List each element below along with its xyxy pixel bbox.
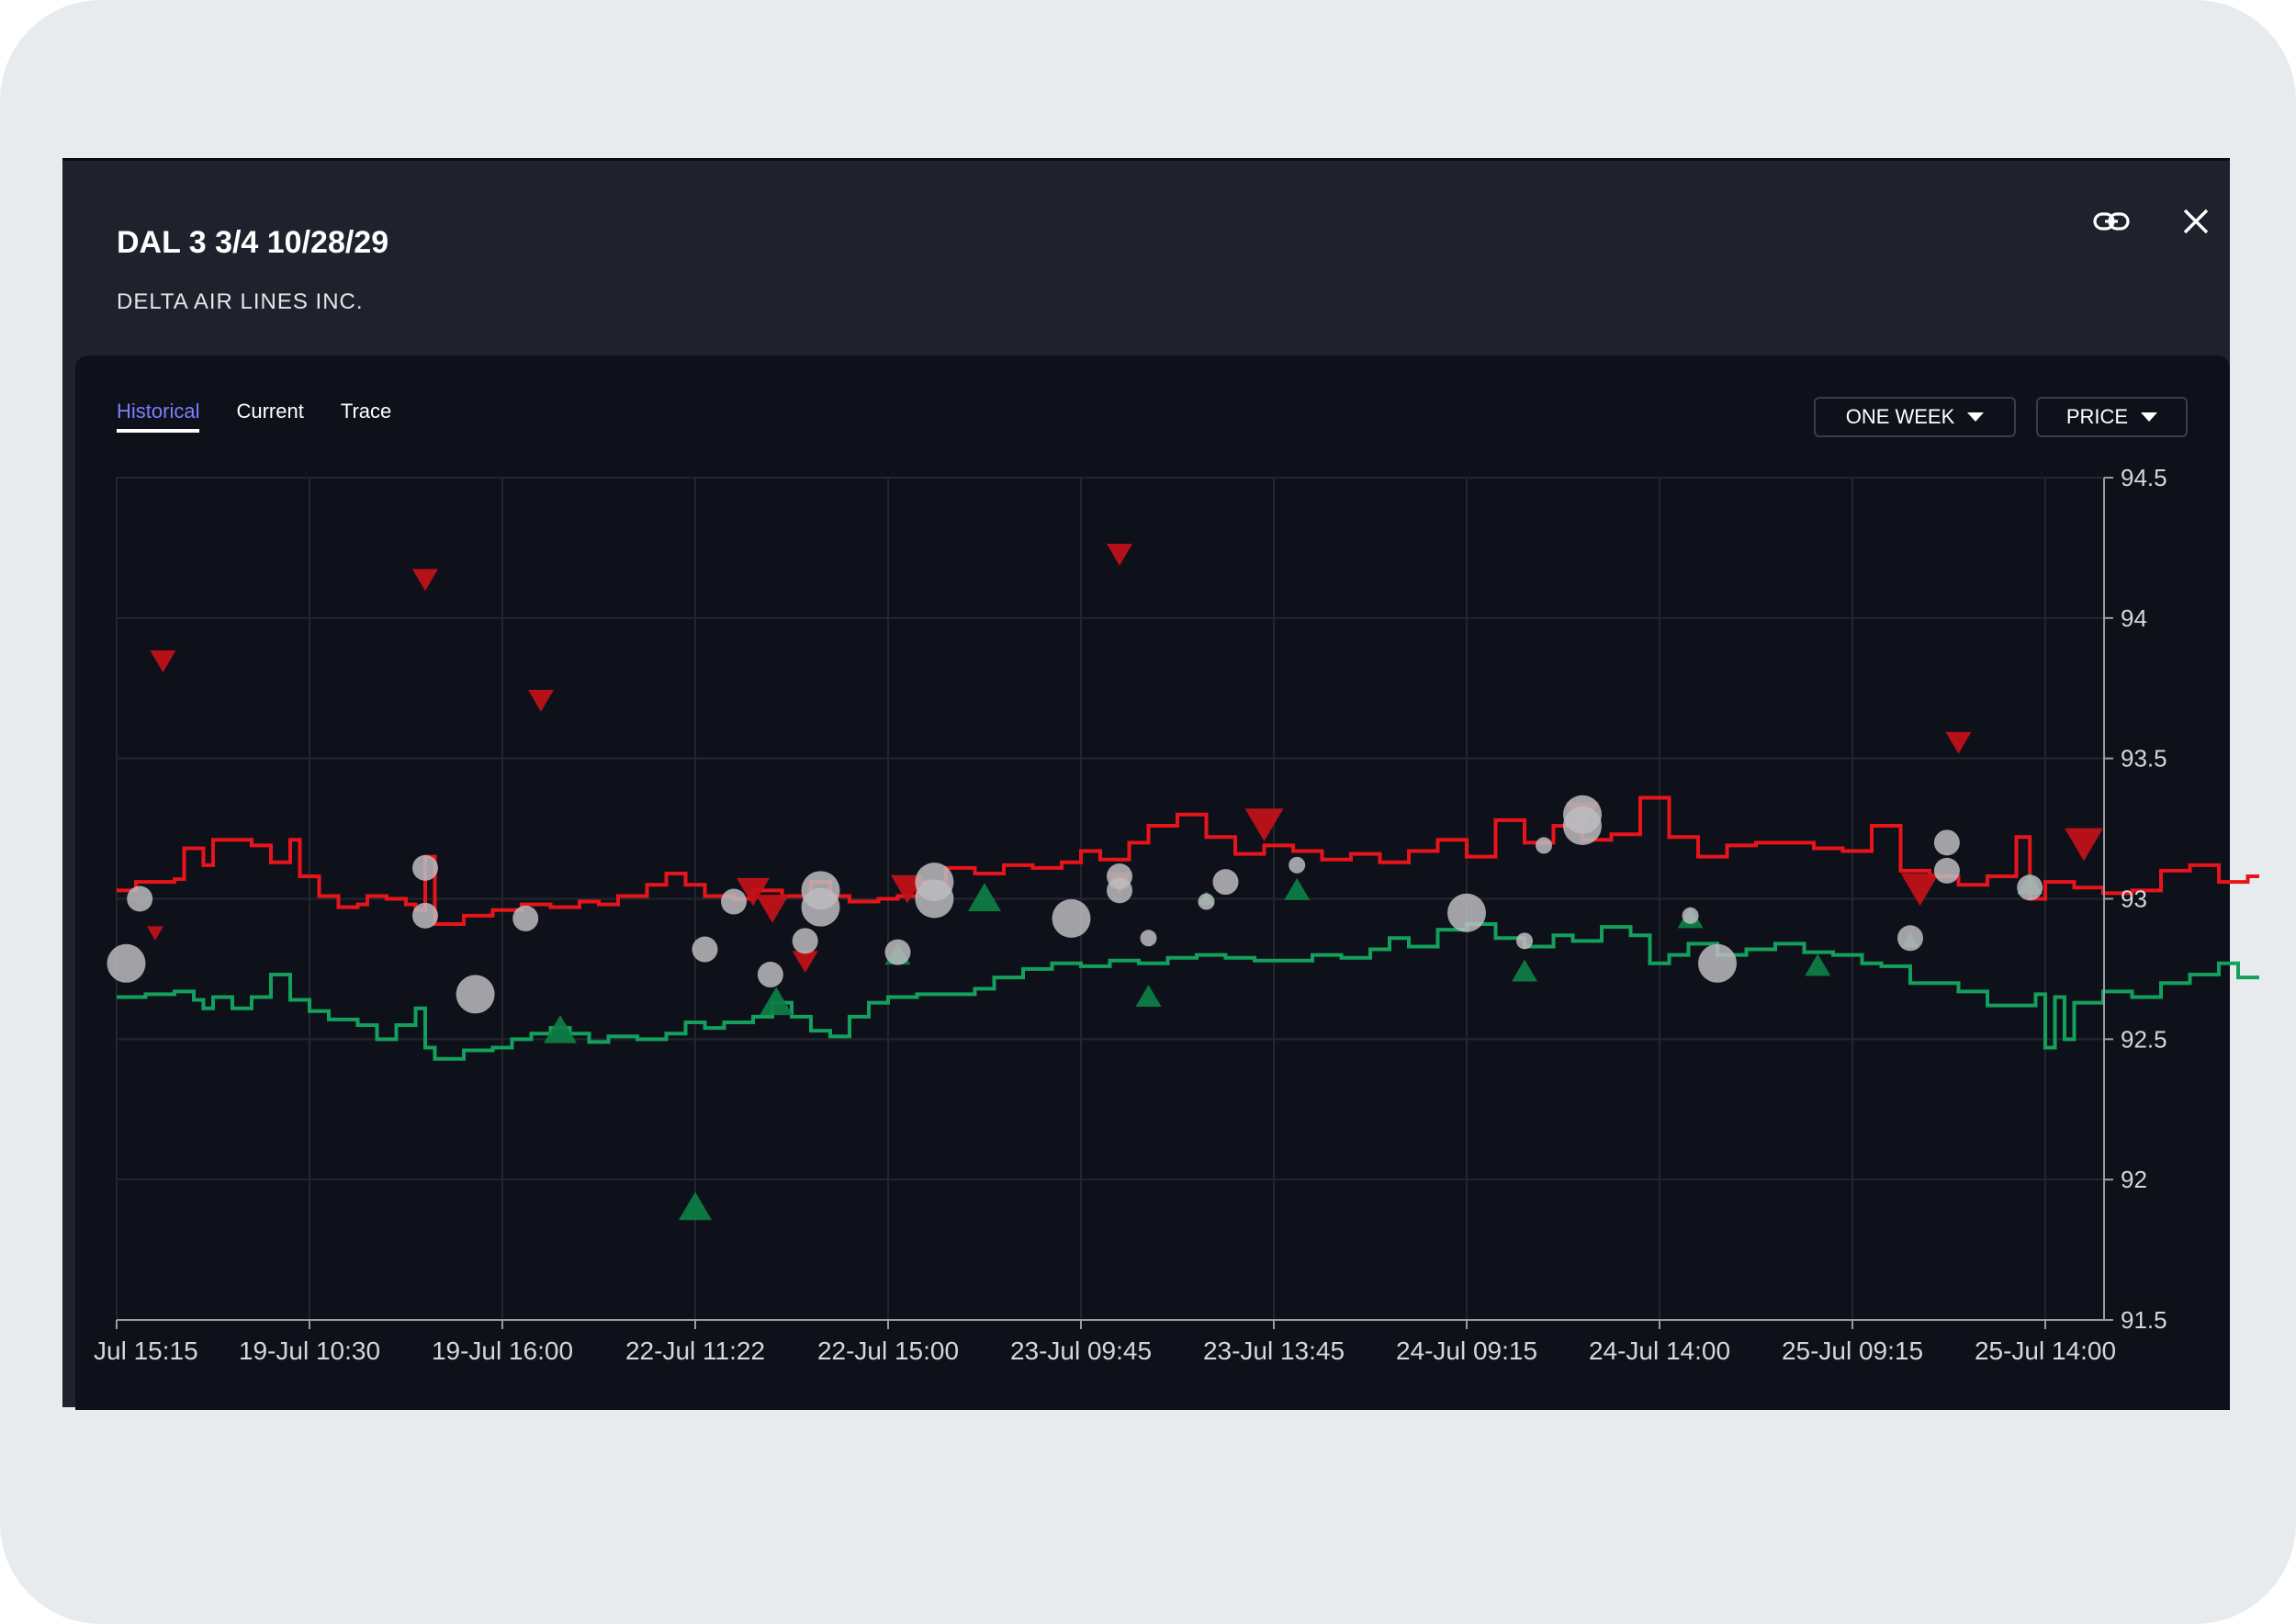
bid-marker (544, 1015, 577, 1043)
chevron-down-icon (2141, 412, 2158, 422)
tab-trace[interactable]: Trace (340, 400, 392, 423)
trade-marker (1052, 898, 1091, 938)
x-tick-label: 22-Jul 11:22 (625, 1336, 765, 1365)
tab-current[interactable]: Current (236, 400, 304, 423)
metric-dropdown[interactable]: PRICE (2036, 397, 2188, 437)
y-tick-label: 93 (2121, 885, 2147, 913)
x-tick-label: 24-Jul 09:15 (1396, 1336, 1537, 1365)
y-tick-label: 94.5 (2121, 464, 2167, 491)
link-icon (2093, 212, 2130, 231)
trade-marker (801, 887, 840, 927)
metric-dropdown-label: PRICE (2065, 405, 2129, 428)
trade-marker (1447, 893, 1486, 932)
trade-marker (884, 939, 911, 965)
trade-marker (412, 902, 438, 929)
x-tick-label: 19-Jul 10:30 (239, 1336, 380, 1365)
close-icon (2183, 209, 2209, 234)
trade-marker (1698, 943, 1737, 983)
trade-marker (1933, 829, 1960, 856)
y-tick-label: 92 (2121, 1166, 2147, 1193)
trade-marker (412, 854, 438, 881)
x-tick-label: 25-Jul 09:15 (1782, 1336, 1923, 1365)
trade-marker (2017, 874, 2043, 901)
y-tick-label: 92.5 (2121, 1025, 2167, 1053)
x-tick-label: 23-Jul 13:45 (1203, 1336, 1345, 1365)
x-tick-label: 25-Jul 14:00 (1975, 1336, 2116, 1365)
offer-marker (792, 951, 818, 974)
bid-marker (1284, 878, 1311, 900)
trade-marker (757, 962, 783, 988)
x-tick-label: Jul 15:15 (94, 1336, 198, 1365)
trade-marker (692, 936, 718, 963)
range-dropdown-label: ONE WEEK (1845, 405, 1955, 428)
chevron-down-icon (1967, 412, 1985, 422)
trade-marker (1107, 877, 1132, 904)
view-tabs: Historical Current Trace (117, 400, 428, 433)
trade-marker (792, 928, 818, 954)
offer-marker (150, 650, 176, 672)
trade-marker (1563, 795, 1602, 834)
offer-marker (756, 895, 789, 923)
tab-historical[interactable]: Historical (117, 400, 200, 433)
bid-series-line (117, 922, 2259, 1061)
x-tick-label: 23-Jul 09:45 (1010, 1336, 1152, 1365)
offer-marker (1244, 808, 1284, 841)
issuer-name: DELTA AIR LINES INC. (117, 289, 364, 314)
trade-marker (915, 879, 954, 919)
bid-marker (1512, 959, 1537, 982)
trade-marker (1682, 907, 1699, 924)
chart-series (117, 795, 2259, 1061)
trade-marker (1516, 932, 1533, 950)
bid-marker (679, 1191, 712, 1221)
trade-marker (512, 905, 539, 931)
trade-marker (456, 975, 495, 1014)
range-dropdown[interactable]: ONE WEEK (1814, 397, 2016, 437)
offer-marker (147, 926, 163, 941)
trade-marker (1212, 869, 1239, 896)
trade-marker (1536, 837, 1552, 854)
offer-marker (1107, 544, 1132, 566)
offer-marker (528, 689, 554, 712)
trade-marker (1897, 925, 1923, 952)
x-tick-label: 19-Jul 16:00 (432, 1336, 573, 1365)
offer-marker (737, 877, 770, 907)
y-tick-label: 91.5 (2121, 1306, 2167, 1334)
bid-marker (760, 987, 793, 1016)
chart-markers (107, 544, 2103, 1221)
trade-marker (1289, 856, 1306, 874)
x-tick-label: 24-Jul 14:00 (1589, 1336, 1730, 1365)
chart-axes: 91.5 92 92.5 93 93.5 94 94.5 Jul 15:15 19-Jul 10… (94, 464, 2167, 1365)
bid-marker (968, 883, 1001, 911)
close-button[interactable] (2172, 197, 2220, 245)
trade-marker (1198, 893, 1215, 910)
trade-marker (127, 885, 153, 912)
offer-marker (2065, 828, 2103, 862)
link-button[interactable] (2088, 197, 2135, 245)
offer-marker (1945, 731, 1972, 754)
trade-marker (721, 888, 747, 915)
x-tick-label: 22-Jul 15:00 (817, 1336, 959, 1365)
trade-marker (1933, 857, 1960, 884)
bid-marker (1135, 985, 1162, 1007)
trade-marker (107, 943, 146, 983)
offer-marker (1900, 873, 1940, 907)
bid-marker (1805, 953, 1831, 976)
offer-marker (412, 569, 438, 592)
trade-marker (1140, 930, 1157, 947)
y-tick-label: 93.5 (2121, 745, 2167, 773)
page-title: DAL 3 3/4 10/28/29 (117, 225, 389, 260)
y-tick-label: 94 (2121, 604, 2147, 632)
